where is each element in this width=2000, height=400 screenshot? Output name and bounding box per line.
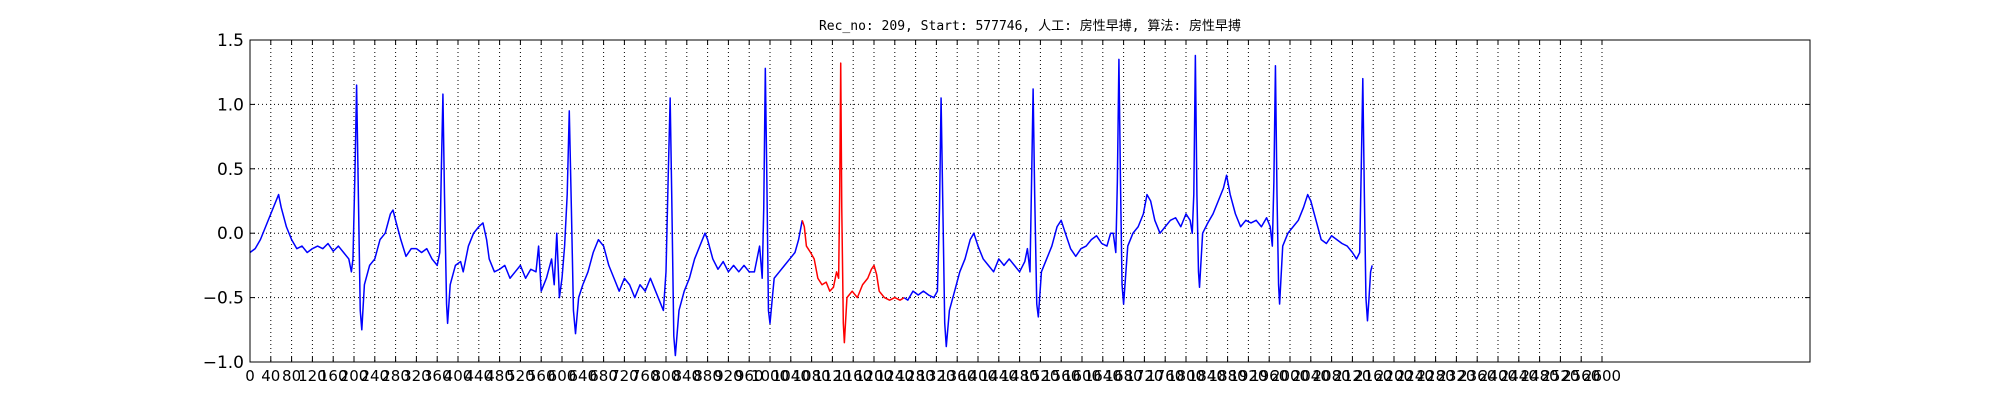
x-tick-label: 1320: [917, 367, 955, 385]
x-tick-label: 520: [506, 367, 535, 385]
x-tick-label: 840: [672, 367, 701, 385]
x-tick-label: 2600: [1583, 367, 1621, 385]
x-tick-label: 2360: [1458, 367, 1496, 385]
x-tick-label: 1000: [751, 367, 789, 385]
x-tick-label: 360: [423, 367, 452, 385]
x-tick-label: 1560: [1042, 367, 1080, 385]
x-tick-label: 2280: [1417, 367, 1455, 385]
x-tick-label: 960: [735, 367, 764, 385]
x-tick-label: 1600: [1063, 367, 1101, 385]
x-tick-label: 1880: [1209, 367, 1247, 385]
x-tick-label: 2560: [1562, 367, 1600, 385]
x-tick-label: 2160: [1354, 367, 1392, 385]
y-tick-label: 0.5: [217, 160, 244, 180]
x-tick-label: 2040: [1292, 367, 1330, 385]
x-tick-label: 2200: [1375, 367, 1413, 385]
x-tick-label: 2320: [1437, 367, 1475, 385]
series-group: [249, 54, 1373, 357]
x-tick-label: 1280: [897, 367, 935, 385]
x-tick-label: 1360: [938, 367, 976, 385]
x-tick-label: 2080: [1313, 367, 1351, 385]
x-tick-label: 1080: [793, 367, 831, 385]
y-tick-label: −1.0: [203, 353, 244, 373]
y-axis: −1.0 −0.5 0.0 0.5 1.0 1.5: [203, 31, 1810, 373]
x-tick-label: 2520: [1541, 367, 1579, 385]
x-tick-label: 80: [282, 367, 301, 385]
x-tick-label: 1160: [834, 367, 872, 385]
x-tick-label: 1760: [1146, 367, 1184, 385]
x-tick-label: 2240: [1396, 367, 1434, 385]
y-tick-label: −0.5: [203, 289, 244, 309]
x-tick-label: 1640: [1084, 367, 1122, 385]
x-tick-label: 40: [261, 367, 280, 385]
x-tick-label: 280: [381, 367, 410, 385]
x-tick-label: 1920: [1229, 367, 1267, 385]
chart-title: Rec_no: 209, Start: 577746, 人工: 房性早搏, 算法…: [819, 18, 1241, 34]
x-tick-label: 1120: [813, 367, 851, 385]
x-tick-label: 680: [589, 367, 618, 385]
x-tick-label: 2440: [1500, 367, 1538, 385]
x-tick-label: 760: [631, 367, 660, 385]
x-tick-label: 640: [568, 367, 597, 385]
x-tick-label: 880: [693, 367, 722, 385]
x-tick-label: 1200: [855, 367, 893, 385]
x-tick-label: 0: [245, 367, 255, 385]
x-tick-label: 240: [360, 367, 389, 385]
series-line: [249, 67, 803, 357]
y-tick-label: 0.0: [217, 224, 244, 244]
x-tick-label: 2120: [1333, 367, 1371, 385]
series-line: [903, 54, 1373, 348]
y-tick-label: 1.0: [217, 95, 244, 115]
x-tick-label: 1480: [1001, 367, 1039, 385]
x-tick-label: 200: [340, 367, 369, 385]
x-tick-label: 1520: [1021, 367, 1059, 385]
x-tick-label: 120: [298, 367, 327, 385]
x-tick-label: 160: [319, 367, 348, 385]
x-tick-label: 1800: [1167, 367, 1205, 385]
x-tick-label: 1440: [980, 367, 1018, 385]
x-tick-label: 480: [485, 367, 514, 385]
x-tick-label: 800: [652, 367, 681, 385]
series-2: [903, 54, 1373, 348]
series-0: [249, 67, 803, 357]
x-tick-label: 720: [610, 367, 639, 385]
x-tick-label: 1840: [1188, 367, 1226, 385]
x-tick-label: 2400: [1479, 367, 1517, 385]
x-tick-label: 1040: [772, 367, 810, 385]
plot-frame: [249, 39, 1811, 363]
series-1: [801, 62, 905, 344]
x-tick-label: 1680: [1105, 367, 1143, 385]
x-tick-label: 1720: [1125, 367, 1163, 385]
x-tick-label: 1400: [959, 367, 997, 385]
x-tick-label: 2480: [1521, 367, 1559, 385]
x-tick-label: 2000: [1271, 367, 1309, 385]
x-tick-label: 600: [548, 367, 577, 385]
x-tick-label: 1240: [876, 367, 914, 385]
x-tick-label: 920: [714, 367, 743, 385]
x-tick-label: 440: [464, 367, 493, 385]
x-tick-label: 320: [402, 367, 431, 385]
plot-background: [250, 40, 1810, 362]
x-axis: 0 40 8012016020024028032036040044048052056…: [245, 40, 1621, 385]
series-line: [801, 62, 905, 344]
x-tick-label: 400: [444, 367, 473, 385]
x-tick-label: 1960: [1250, 367, 1288, 385]
y-tick-label: 1.5: [217, 31, 244, 51]
x-tick-label: 560: [527, 367, 556, 385]
